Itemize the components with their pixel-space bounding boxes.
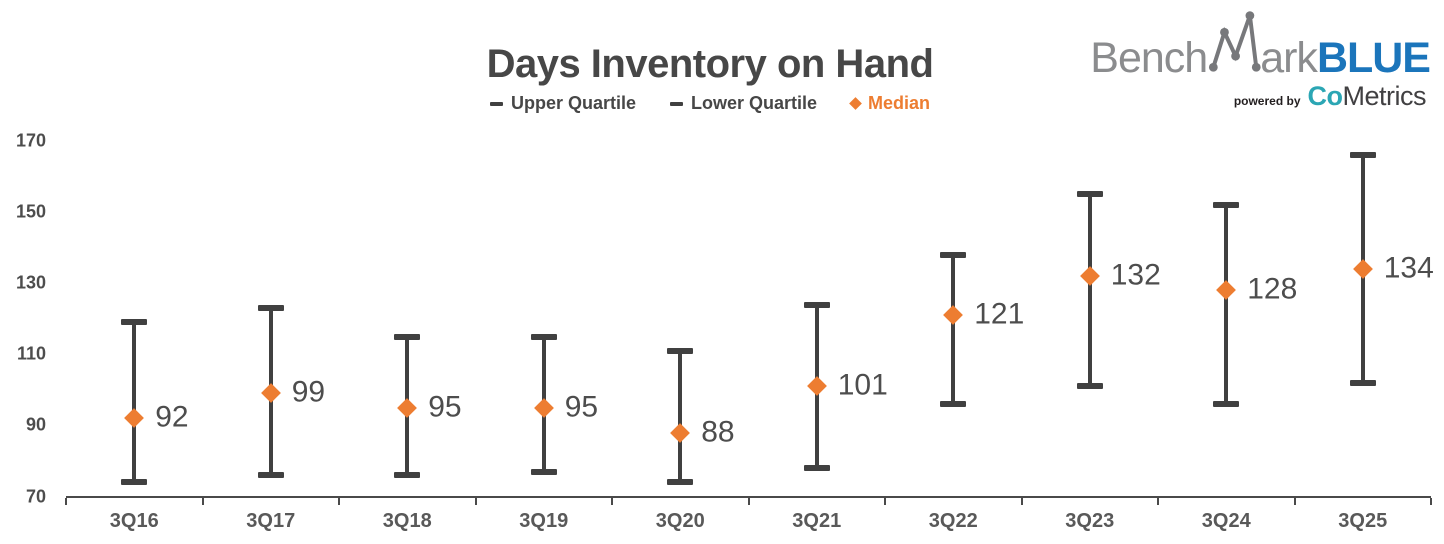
legend-item-median: Median bbox=[849, 93, 931, 114]
powered-by-text: powered by bbox=[1233, 94, 1301, 108]
logo-ark-text: ark bbox=[1260, 34, 1318, 82]
median-value-label: 101 bbox=[837, 368, 888, 402]
x-axis-label: 3Q25 bbox=[1338, 509, 1388, 532]
lower-quartile-cap bbox=[803, 465, 830, 472]
median-diamond-marker bbox=[1079, 266, 1100, 286]
median-value-label: 92 bbox=[155, 400, 189, 434]
lower-quartile-cap bbox=[121, 479, 148, 486]
x-axis-label: 3Q24 bbox=[1201, 509, 1251, 532]
median-diamond-marker bbox=[943, 305, 964, 326]
y-axis-tick-label: 110 bbox=[16, 343, 46, 364]
upper-quartile-cap bbox=[1076, 191, 1103, 198]
lower-quartile-label: Lower Quartile bbox=[690, 93, 818, 113]
upper-quartile-cap bbox=[667, 347, 694, 354]
upper-quartile-cap bbox=[940, 251, 967, 258]
x-axis-tick bbox=[201, 497, 204, 505]
upper-quartile-cap bbox=[1213, 201, 1240, 208]
upper-quartile-cap bbox=[803, 301, 830, 308]
y-axis-tick-label: 150 bbox=[15, 201, 46, 222]
x-axis-tick bbox=[65, 497, 67, 505]
median-diamond-marker bbox=[670, 422, 691, 443]
lower-quartile-cap bbox=[1349, 379, 1376, 386]
x-axis-tick bbox=[884, 497, 886, 505]
median-diamond-marker bbox=[1216, 280, 1237, 301]
y-axis-tick-label: 70 bbox=[25, 486, 46, 506]
median-label: Median bbox=[868, 93, 931, 113]
upper-quartile-cap bbox=[121, 319, 148, 326]
cometrics-co-text: Co bbox=[1307, 81, 1344, 111]
lower-quartile-cap bbox=[394, 472, 421, 479]
median-diamond-marker bbox=[397, 397, 418, 418]
lower-quartile-cap bbox=[940, 401, 967, 408]
whisker-line bbox=[951, 254, 956, 405]
upper-quartile-cap bbox=[257, 305, 284, 312]
y-axis-tick-label: 130 bbox=[15, 272, 46, 293]
median-value-label: 95 bbox=[428, 389, 462, 423]
logo-bench-text: Bench bbox=[1090, 34, 1208, 82]
median-diamond-marker bbox=[533, 397, 554, 418]
whisker-line bbox=[1224, 204, 1229, 405]
legend-item-lower-quartile: Lower Quartile bbox=[669, 93, 818, 114]
logo-wordmark: Bench ark BLUE bbox=[1090, 10, 1431, 83]
x-axis-label: 3Q17 bbox=[246, 509, 296, 532]
whisker-line bbox=[1087, 194, 1092, 387]
x-axis-tick bbox=[338, 497, 340, 505]
chart-legend: Upper Quartile Lower Quartile Median bbox=[0, 93, 1420, 114]
x-axis-tick bbox=[1430, 497, 1432, 505]
median-diamond-marker bbox=[1352, 259, 1373, 279]
median-diamond-marker bbox=[260, 383, 281, 404]
upper-quartile-cap bbox=[1349, 152, 1376, 159]
upper-quartile-cap bbox=[530, 333, 557, 340]
benchmark-blue-logo: Bench ark BLUE powered by Co Metrics bbox=[1090, 10, 1431, 112]
logo-powered-by-row: powered by Co Metrics bbox=[1234, 81, 1430, 112]
lower-quartile-dash-icon bbox=[669, 101, 683, 106]
x-axis-tick bbox=[611, 497, 613, 505]
y-axis-tick-label: 170 bbox=[15, 130, 46, 151]
x-axis-tick bbox=[1293, 497, 1296, 505]
x-axis-label: 3Q16 bbox=[109, 509, 159, 532]
logo-m-zigzag-icon bbox=[1209, 11, 1261, 72]
x-axis-tick bbox=[474, 497, 477, 505]
x-axis-label: 3Q23 bbox=[1065, 509, 1115, 532]
lower-quartile-cap bbox=[1076, 383, 1103, 390]
whisker-line bbox=[132, 322, 137, 483]
logo-blue-text: BLUE bbox=[1316, 34, 1431, 82]
median-value-label: 132 bbox=[1110, 258, 1161, 292]
legend-item-upper-quartile: Upper Quartile bbox=[489, 93, 636, 114]
chart-title: Days Inventory on Hand bbox=[486, 42, 934, 86]
median-value-label: 99 bbox=[291, 375, 326, 409]
lower-quartile-cap bbox=[257, 472, 284, 479]
lower-quartile-cap bbox=[667, 479, 694, 486]
whisker-line bbox=[678, 350, 683, 483]
x-axis-tick bbox=[1157, 497, 1159, 505]
x-axis-label: 3Q22 bbox=[928, 509, 978, 532]
x-axis-label: 3Q19 bbox=[519, 509, 569, 532]
x-axis-label: 3Q20 bbox=[655, 509, 705, 532]
upper-quartile-cap bbox=[394, 333, 421, 340]
median-value-label: 121 bbox=[974, 297, 1025, 331]
x-axis-tick bbox=[747, 497, 750, 505]
median-diamond-marker bbox=[124, 408, 145, 429]
upper-quartile-label: Upper Quartile bbox=[510, 93, 636, 113]
lower-quartile-cap bbox=[1213, 401, 1240, 408]
x-axis-tick bbox=[1020, 497, 1023, 505]
x-axis-label: 3Q21 bbox=[792, 509, 842, 532]
upper-quartile-dash-icon bbox=[489, 101, 503, 106]
x-axis-label: 3Q18 bbox=[382, 509, 432, 532]
median-diamond-marker bbox=[806, 376, 827, 397]
y-axis-tick-label: 90 bbox=[25, 414, 46, 435]
lower-quartile-cap bbox=[530, 468, 557, 475]
median-value-label: 88 bbox=[701, 414, 735, 448]
cometrics-metrics-text: Metrics bbox=[1342, 81, 1427, 111]
x-axis-line bbox=[66, 495, 1431, 498]
median-value-label: 134 bbox=[1383, 251, 1434, 285]
median-value-label: 95 bbox=[564, 389, 599, 423]
median-value-label: 128 bbox=[1247, 272, 1298, 306]
